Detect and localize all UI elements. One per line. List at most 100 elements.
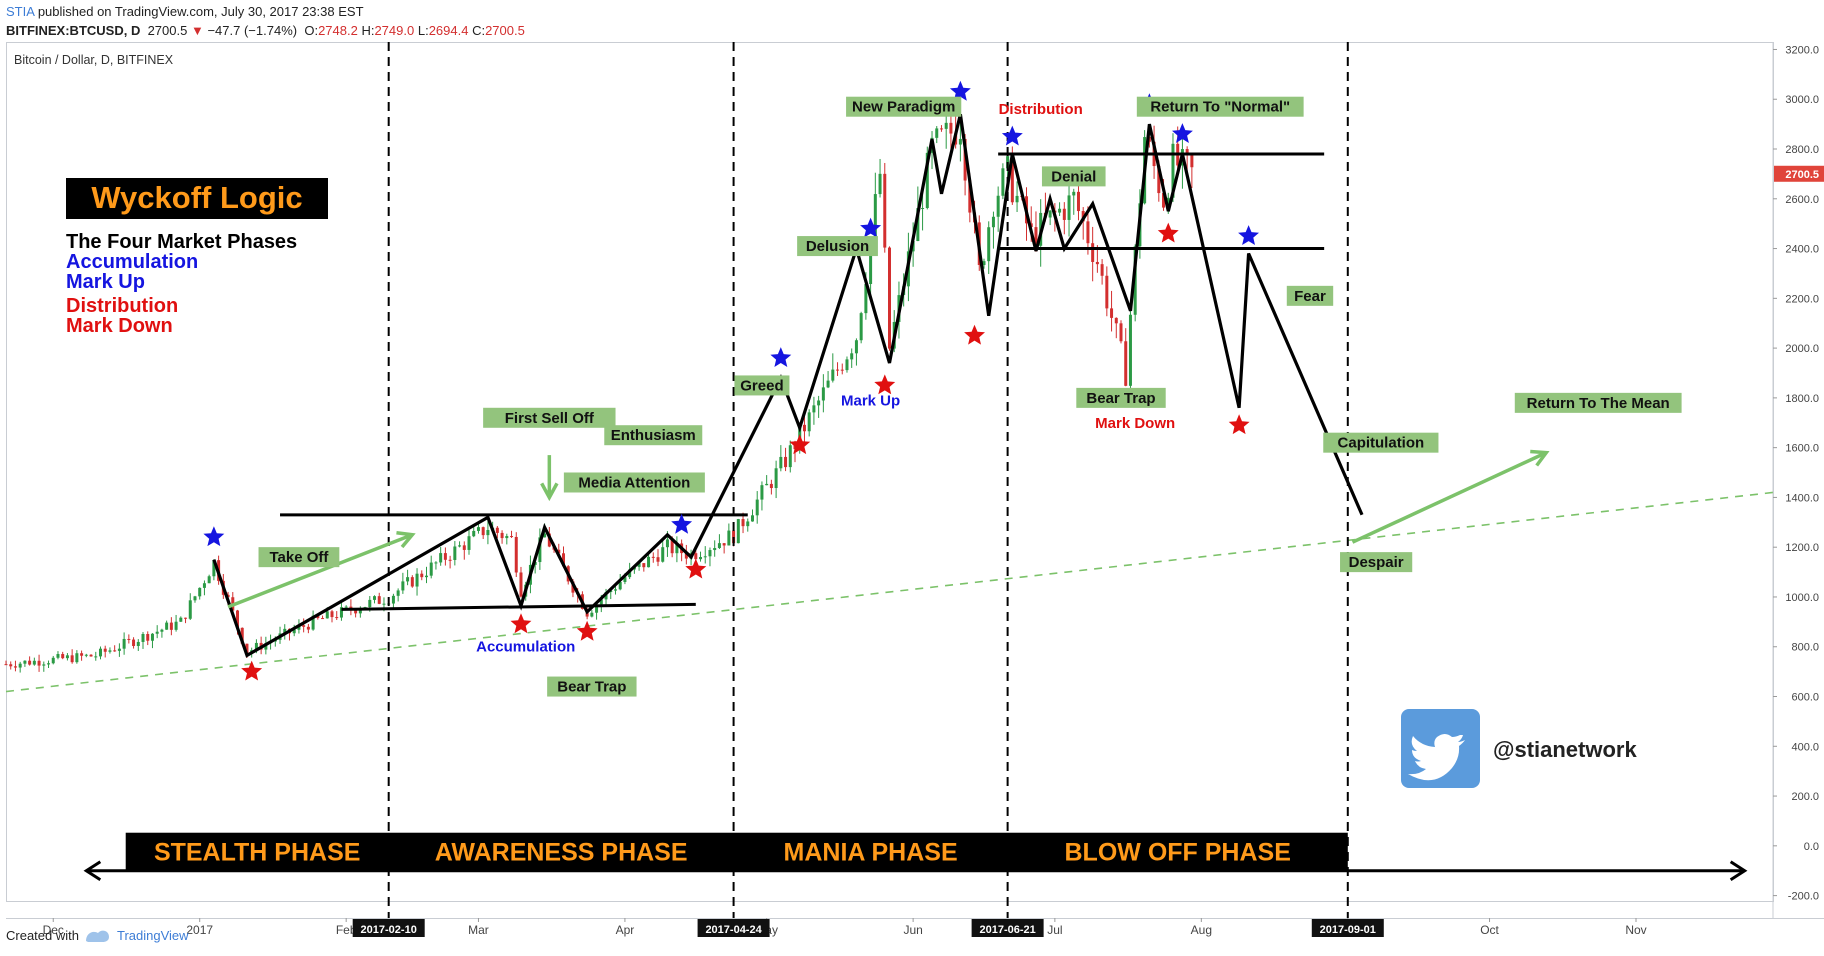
candle-body: [368, 599, 372, 608]
candle-body: [836, 369, 840, 371]
legend-distribution: Distribution: [66, 295, 178, 317]
annotation-label-bg: [1041, 166, 1106, 187]
tradingview-logo-icon: [85, 930, 109, 942]
candle-body: [968, 180, 972, 213]
price-tick-label: 800.0: [1791, 642, 1819, 654]
price-tick-label: 3200.0: [1785, 44, 1819, 56]
annotation-label-bg: [563, 472, 705, 493]
price-change: −47.7 (−1.74%): [207, 23, 298, 38]
candle-body: [89, 654, 93, 657]
candle-body: [9, 664, 13, 667]
candle-body: [510, 536, 514, 538]
candle-body: [169, 622, 173, 630]
date-marker-bg: [971, 919, 1044, 937]
price-tick-label: 2400.0: [1785, 244, 1819, 256]
candle-body: [240, 627, 244, 644]
candle-body: [935, 128, 939, 138]
down-triangle-icon: ▼: [190, 23, 204, 38]
candle-body: [788, 445, 792, 468]
candle-body: [651, 556, 655, 558]
candle-body: [70, 655, 74, 663]
candle-body: [32, 660, 36, 665]
high-label: H:: [361, 23, 375, 38]
candle-body: [155, 631, 159, 634]
author-name[interactable]: STIA: [6, 4, 35, 19]
red-star-icon: [874, 374, 896, 395]
candle-body: [859, 313, 863, 341]
candle-body: [755, 499, 759, 516]
candle-body: [193, 596, 197, 601]
candle-body: [1072, 191, 1076, 196]
legend-title-box: [66, 178, 328, 219]
price-tick-label: 2000.0: [1785, 343, 1819, 355]
candle-body: [774, 468, 778, 489]
symbol-name: BITFINEX:BTCUSD, D: [6, 23, 141, 38]
annotation-label: First Sell Off: [505, 410, 595, 427]
candle-body: [306, 626, 310, 630]
price-tick-label: 2200.0: [1785, 293, 1819, 305]
candle-body: [127, 638, 131, 640]
candle-body: [845, 359, 849, 371]
blue-star-icon: [1238, 225, 1259, 245]
candle-body: [807, 412, 811, 432]
candle-body: [391, 595, 395, 604]
candle-body: [462, 545, 466, 550]
created-with-text: Created with: [6, 928, 79, 943]
tradingview-link[interactable]: TradingView: [116, 928, 189, 943]
candle-body: [1010, 156, 1014, 203]
time-axis[interactable]: Dec2017FebMarAprMayJunJulAugSepOctNov201…: [43, 918, 1647, 937]
candle-body: [628, 569, 632, 578]
date-tick-label: Nov: [1625, 923, 1646, 937]
candle-body: [1157, 166, 1161, 194]
annotation-label: Return To The Mean: [1527, 395, 1670, 412]
candle-body: [212, 560, 216, 577]
annotation-label-bg: [258, 547, 340, 568]
date-tick-label: 2017: [186, 923, 213, 937]
candle-body: [1190, 154, 1194, 168]
candle-body: [949, 122, 953, 134]
blue-star-icon: [949, 80, 971, 101]
candle-body: [1110, 308, 1114, 318]
price-axis[interactable]: 3200.0 3000.0 2800.0 2600.0 2400.0 2200.0 2000…: [1773, 44, 1824, 903]
price-tick-label: 400.0: [1791, 741, 1819, 753]
candle-body: [56, 654, 60, 658]
twitter-handle[interactable]: @stianetwork: [1493, 737, 1637, 762]
chart-title: Bitcoin / Dollar, D, BITFINEX: [14, 53, 174, 67]
candle-body: [760, 485, 764, 500]
candle-body: [184, 617, 188, 619]
red-star-icon: [241, 660, 263, 681]
legend-panel: Wyckoff Logic The Four Market Phases Acc…: [66, 178, 328, 337]
annotation-arrow-head: [1530, 449, 1550, 467]
annotation-label-bg: [547, 676, 637, 697]
annotation-label-bg: [483, 407, 616, 428]
price-tick-label: 0.0: [1804, 841, 1819, 853]
candle-body: [136, 641, 140, 646]
candle-body: [854, 340, 858, 354]
date-tick-label: Dec: [43, 923, 64, 937]
candle-body: [439, 553, 443, 563]
candle-body: [543, 533, 547, 538]
candle-body: [292, 629, 296, 634]
candle-body: [4, 664, 8, 666]
candle-body: [311, 615, 315, 630]
annotation-label: New Paradigm: [852, 99, 955, 116]
candle-body: [236, 610, 240, 628]
candle-body: [637, 563, 641, 567]
candle-body: [1091, 243, 1095, 262]
candle-body: [373, 596, 377, 600]
legend-accumulation: Accumulation: [66, 251, 198, 273]
candle-body: [703, 556, 707, 558]
wyckoff-pattern: [212, 113, 1364, 658]
candle-body: [873, 194, 877, 239]
red-star-icon: [685, 558, 707, 579]
candle-body: [1076, 191, 1080, 212]
annotation-label: Mark Up: [841, 392, 900, 409]
candle-body: [122, 638, 126, 649]
footer: Created with TradingView: [6, 928, 189, 943]
twitter-badge[interactable]: @stianetwork: [1401, 709, 1637, 788]
red-star-icon: [964, 324, 985, 345]
candle-body: [382, 603, 386, 605]
annotation-label-bg: [1514, 392, 1682, 413]
date-tick-label: Jul: [1047, 923, 1062, 937]
